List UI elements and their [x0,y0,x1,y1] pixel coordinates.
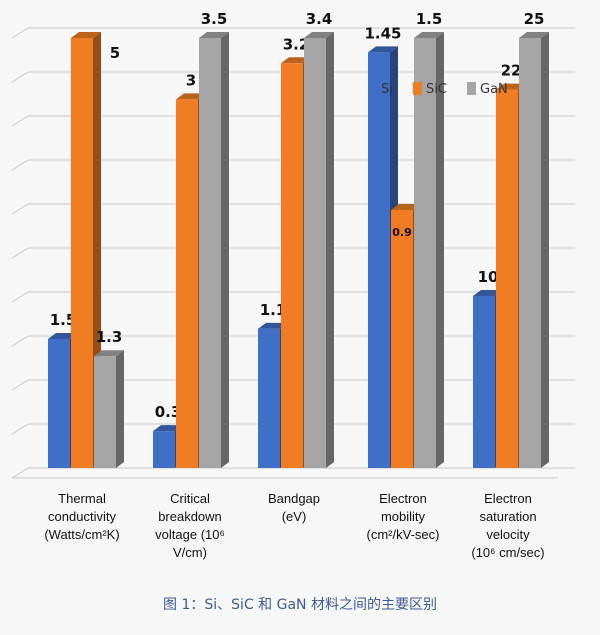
gridline-depth [11,115,29,127]
legend-swatch-si [368,82,377,95]
gridline-depth [11,159,29,171]
legend-swatch-sic [413,82,422,95]
category-label: Electron mobility (cm²/kV-sec) [366,491,440,542]
legend-label-sic: SiC [426,82,447,97]
gridline-depth [11,335,29,347]
data-label: 3.5 [201,10,228,28]
chart-legend: Si SiC GaN [368,82,508,97]
data-label: 1.1 [260,301,287,319]
data-label: 0.3 [155,403,182,421]
category-label: Thermal conductivity (Watts/cm²K) [44,491,120,542]
data-label: 1.5 [416,10,443,28]
category-label: Electron saturation velocity (10⁶ cm/sec… [471,491,545,560]
bar-gan-2 [199,32,229,468]
gridline-depth [11,291,29,303]
data-label: 1.45 [364,24,401,42]
bar-gan-5 [519,32,549,468]
gridline-depth [11,27,29,39]
gridline-depth [11,203,29,215]
data-label: 1.3 [96,328,123,346]
bar-gan-4 [414,32,444,468]
legend-label-si: Si [381,82,393,97]
gridline-depth [11,467,29,479]
data-label: 3.2 [283,35,310,53]
gridline-depth [11,247,29,259]
data-label: 0.9 [392,226,412,239]
data-label: 5 [110,44,120,62]
bar-gan-1 [94,350,124,468]
data-label: 3.4 [306,10,333,28]
data-label: 25 [524,10,545,28]
gridline-depth [11,423,29,435]
figure-caption: 图 1：Si、SiC 和 GaN 材料之间的主要区别 [163,597,437,613]
category-label: Bandgap (eV) [267,491,321,524]
category-label: Critical breakdown voltage (10⁶ V/cm) [155,491,225,560]
bar-chart: 1.551.30.333.51.13.23.41.450.91.5102225 … [11,10,575,479]
legend-swatch-gan [467,82,476,95]
data-label: 1.5 [50,311,77,329]
chart-bars: 1.5 5 1.3 0.3 3 3.5 1.1 3.2 3.4 1.45 0.9 1.5 10 22 25 [48,10,549,468]
bar-gan-3 [304,32,334,468]
gridline-depth [11,71,29,83]
data-label: 22 [501,62,522,80]
data-label: 3 [186,71,196,89]
data-label: 10 [478,268,499,286]
legend-label-gan: GaN [480,82,508,97]
gridline-depth [11,379,29,391]
